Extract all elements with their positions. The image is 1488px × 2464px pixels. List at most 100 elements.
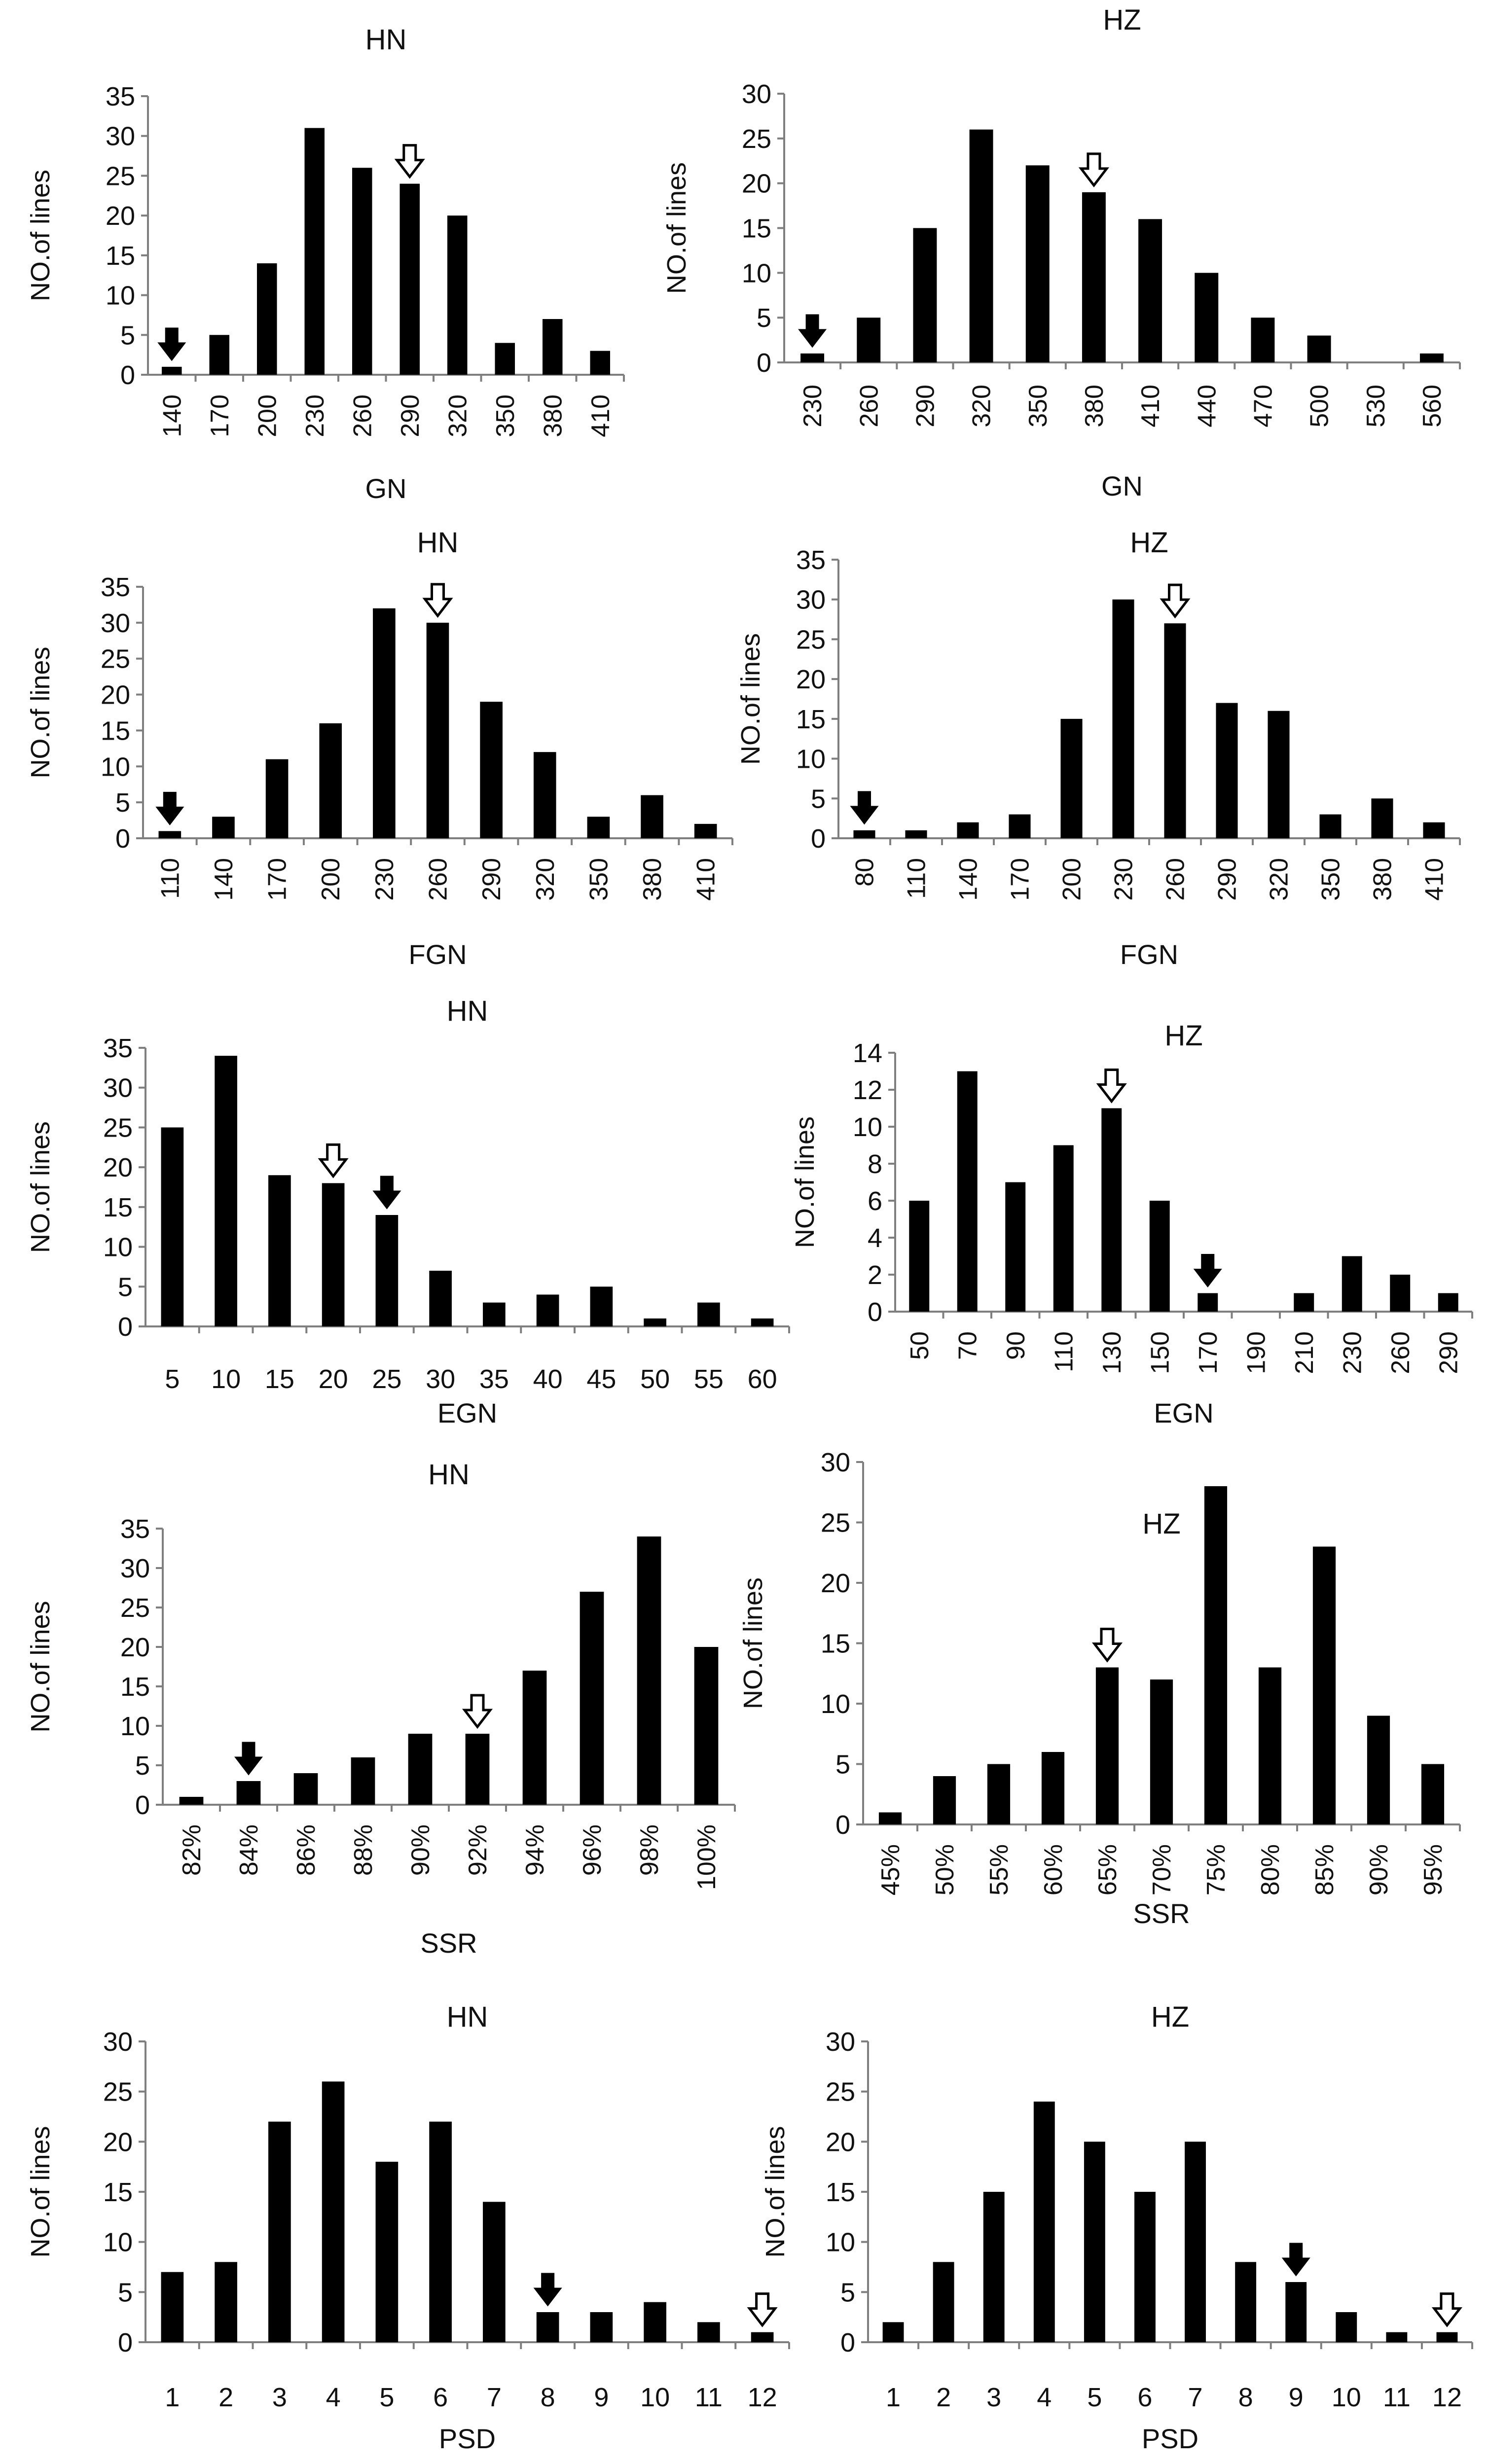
y-tick-label: 20 [826, 2127, 855, 2157]
x-tick-label: 410 [1136, 385, 1165, 428]
y-tick-label: 0 [868, 1297, 882, 1327]
x-tick-label: 140 [954, 858, 983, 901]
bar-110 [1053, 1145, 1074, 1312]
y-tick-label: 5 [118, 1272, 133, 1302]
bar-560 [1419, 353, 1444, 362]
bar-290 [913, 228, 937, 362]
open-arrow-marker [394, 144, 425, 179]
bar-50 [909, 1201, 930, 1312]
y-tick-label: 15 [821, 1629, 850, 1659]
x-tick-label: 410 [1420, 858, 1449, 901]
bar-130 [1101, 1108, 1122, 1312]
bar-210 [1294, 1293, 1314, 1312]
x-tick-label: 350 [584, 858, 613, 901]
bar-12 [1436, 2332, 1458, 2342]
y-tick-label: 15 [826, 2178, 855, 2207]
x-tick-label: 320 [1265, 858, 1294, 901]
y-tick-label: 30 [796, 585, 826, 615]
x-tick-label: 190 [1242, 1331, 1270, 1374]
y-tick-label: 20 [103, 1153, 133, 1182]
x-tick-label: 15 [265, 1364, 294, 1394]
bar-3 [983, 2192, 1005, 2342]
y-tick-label: 15 [103, 1193, 133, 1222]
x-tick-label: 45% [876, 1844, 905, 1895]
y-tick-label: 10 [101, 752, 130, 782]
x-tick-label: 85% [1310, 1844, 1339, 1895]
x-tick-label: 410 [692, 858, 721, 901]
y-tick-label: 6 [868, 1186, 882, 1216]
chart-gn-hn: HN NO.of lines 0 5 10 15 20 25 30 35 140 170 200 230 2… [26, 24, 625, 504]
bar-2 [933, 2262, 954, 2342]
bar-25 [375, 1215, 399, 1326]
x-axis-label: GN [365, 473, 407, 504]
chart-egn-hz: HZ NO.of lines 0 2 4 6 8 10 12 14 50 70 90 110 130 150 1… [790, 1020, 1473, 1428]
y-tick-label: 25 [826, 2077, 855, 2107]
bar-410 [590, 351, 611, 375]
bar-50% [933, 1776, 956, 1824]
x-tick-label: 5 [379, 2383, 394, 2412]
x-tick-label: 11 [1383, 2383, 1411, 2412]
y-tick-label: 0 [118, 2328, 133, 2357]
bar-230 [373, 608, 396, 838]
x-tick-label: 1 [165, 2383, 180, 2412]
x-tick-label: 200 [253, 394, 282, 437]
filled-arrow-marker [798, 314, 827, 348]
bar-9 [1285, 2282, 1307, 2342]
x-tick-label: 96% [578, 1824, 607, 1876]
y-tick-label: 0 [135, 1790, 150, 1820]
x-tick-label: 75% [1202, 1844, 1231, 1895]
x-tick-label: 50 [640, 1364, 670, 1394]
x-tick-label: 65% [1093, 1844, 1122, 1895]
x-axis-label: FGN [1120, 939, 1178, 970]
x-tick-label: 7 [487, 2383, 502, 2412]
x-tick-label: 260 [348, 394, 377, 437]
x-tick-label: 90% [1365, 1844, 1393, 1895]
bar-60 [751, 1318, 774, 1326]
x-tick-label: 530 [1362, 385, 1390, 428]
bar-410 [1138, 219, 1162, 362]
x-tick-label: 10 [211, 1364, 241, 1394]
x-axis-label: EGN [437, 1397, 497, 1428]
x-tick-label: 70% [1148, 1844, 1176, 1895]
open-arrow-marker [1160, 583, 1191, 619]
filled-arrow-marker [234, 1742, 263, 1776]
bar-1 [882, 2322, 904, 2342]
x-tick-label: 200 [1058, 858, 1087, 901]
bar-410 [1423, 822, 1445, 838]
x-tick-label: 12 [748, 2383, 777, 2412]
y-tick-label: 30 [821, 1448, 850, 1477]
bar-96% [580, 1592, 604, 1805]
y-tick-label: 5 [840, 2278, 855, 2307]
x-tick-label: 5 [1087, 2383, 1102, 2412]
x-tick-label: 290 [477, 858, 506, 901]
filled-arrow-marker [155, 791, 184, 825]
x-tick-label: 170 [1194, 1331, 1223, 1374]
y-tick-label: 4 [868, 1223, 882, 1253]
y-axis-label: NO.of lines [662, 162, 691, 294]
y-tick-label: 25 [101, 644, 130, 674]
bar-55% [987, 1764, 1011, 1824]
x-tick-label: 290 [1434, 1331, 1463, 1374]
bar-5 [375, 2162, 399, 2342]
x-tick-label: 3 [272, 2383, 287, 2412]
bar-290 [480, 702, 503, 838]
filled-arrow-marker [372, 1176, 401, 1210]
x-tick-label: 60% [1039, 1844, 1068, 1895]
bar-1 [161, 2272, 184, 2342]
y-axis-label: NO.of lines [26, 2126, 55, 2257]
x-tick-label: 560 [1418, 385, 1447, 428]
bar-10 [644, 2302, 666, 2342]
chart-title: HN [428, 1459, 470, 1491]
x-tick-label: 260 [1161, 858, 1190, 901]
y-tick-label: 10 [103, 2228, 133, 2257]
x-tick-label: 170 [1006, 858, 1035, 901]
y-tick-label: 20 [796, 665, 826, 694]
chart-title: HN [365, 24, 407, 56]
y-tick-label: 5 [120, 321, 135, 350]
y-tick-label: 35 [101, 572, 130, 602]
y-tick-label: 30 [101, 608, 130, 638]
x-tick-label: 55% [985, 1844, 1014, 1895]
y-tick-label: 15 [101, 716, 130, 746]
x-tick-label: 10 [640, 2383, 670, 2412]
x-tick-label: 260 [1386, 1331, 1415, 1374]
